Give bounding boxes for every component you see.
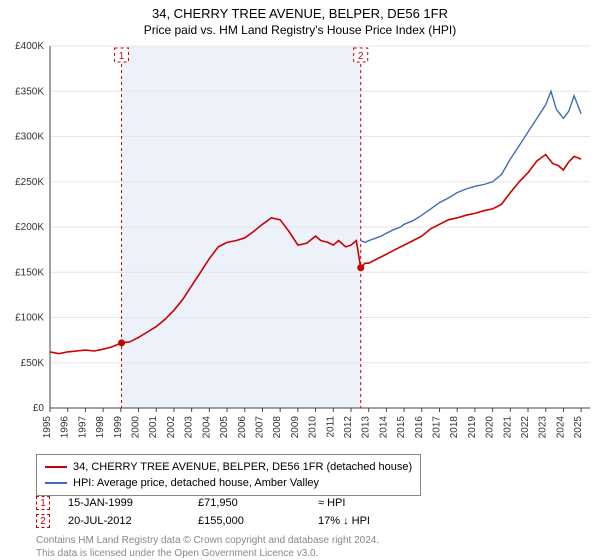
x-tick-label: 2002 — [166, 416, 177, 439]
series-hpi — [361, 91, 581, 242]
footer-line-1: Contains HM Land Registry data © Crown c… — [36, 534, 379, 547]
x-tick-label: 2021 — [502, 416, 513, 439]
x-tick-label: 2014 — [378, 416, 389, 439]
x-tick-label: 2020 — [485, 416, 496, 439]
x-tick-label: 2005 — [219, 416, 230, 439]
event-index-box: 1 — [36, 496, 50, 510]
footer-text: Contains HM Land Registry data © Crown c… — [36, 534, 379, 560]
x-tick-label: 2001 — [148, 416, 159, 439]
x-tick-label: 2012 — [343, 416, 354, 439]
x-tick-label: 2016 — [414, 416, 425, 439]
x-tick-label: 1995 — [42, 416, 53, 439]
x-tick-label: 2010 — [308, 416, 319, 439]
legend-swatch — [45, 482, 67, 484]
legend-row: HPI: Average price, detached house, Ambe… — [45, 475, 412, 491]
x-tick-label: 2019 — [467, 416, 478, 439]
y-tick-label: £50K — [21, 358, 45, 369]
chart-container: 34, CHERRY TREE AVENUE, BELPER, DE56 1FR… — [0, 0, 600, 560]
x-tick-label: 2023 — [538, 416, 549, 439]
footer-line-2: This data is licensed under the Open Gov… — [36, 547, 379, 560]
event-table-row: 2 20-JUL-2012£155,00017% ↓ HPI — [36, 512, 370, 530]
x-tick-label: 2003 — [184, 416, 195, 439]
event-date: 20-JUL-2012 — [68, 515, 198, 527]
x-tick-label: 2015 — [396, 416, 407, 439]
x-tick-label: 2018 — [449, 416, 460, 439]
x-tick-label: 2004 — [201, 416, 212, 439]
x-tick-label: 1997 — [77, 416, 88, 439]
y-tick-label: £350K — [15, 86, 44, 97]
x-tick-label: 1999 — [113, 416, 124, 439]
chart-svg: £0 £50K £100K £150K £200K £250K £300K £350K £400… — [0, 0, 600, 452]
x-tick-label: 2009 — [290, 416, 301, 439]
event-table-row: 1 15-JAN-1999£71,950≈ HPI — [36, 494, 370, 512]
y-tick-label: £100K — [15, 313, 44, 324]
x-tick-label: 2013 — [361, 416, 372, 439]
legend-swatch — [45, 466, 67, 468]
event-date: 15-JAN-1999 — [68, 497, 198, 509]
y-tick-label: £150K — [15, 267, 44, 278]
x-tick-label: 2000 — [131, 416, 142, 439]
legend-label: HPI: Average price, detached house, Ambe… — [73, 477, 319, 489]
event-marker-label: 1 — [119, 51, 125, 62]
x-tick-label: 2017 — [432, 416, 443, 439]
event-price: £71,950 — [198, 497, 318, 509]
legend-label: 34, CHERRY TREE AVENUE, BELPER, DE56 1FR… — [73, 461, 412, 473]
event-index-box: 2 — [36, 514, 50, 528]
x-tick-label: 2025 — [573, 416, 584, 439]
x-tick-label: 2008 — [272, 416, 283, 439]
x-tick-label: 1996 — [60, 416, 71, 439]
x-tick-label: 2007 — [254, 416, 265, 439]
event-delta: 17% ↓ HPI — [318, 515, 370, 527]
event-table: 1 15-JAN-1999£71,950≈ HPI 2 20-JUL-2012£155… — [36, 494, 370, 530]
legend: 34, CHERRY TREE AVENUE, BELPER, DE56 1FR… — [36, 454, 421, 496]
x-tick-label: 2006 — [237, 416, 248, 439]
y-tick-label: £200K — [15, 222, 44, 233]
x-tick-label: 1998 — [95, 416, 106, 439]
x-tick-label: 2011 — [325, 416, 336, 438]
event-marker-label: 2 — [358, 51, 364, 62]
x-tick-label: 2022 — [520, 416, 531, 439]
legend-row: 34, CHERRY TREE AVENUE, BELPER, DE56 1FR… — [45, 459, 412, 475]
event-price: £155,000 — [198, 515, 318, 527]
y-tick-label: £400K — [15, 41, 44, 52]
y-tick-label: £0 — [33, 403, 45, 414]
y-tick-label: £250K — [15, 177, 44, 188]
x-tick-label: 2024 — [555, 416, 566, 439]
event-delta: ≈ HPI — [318, 497, 370, 509]
y-tick-label: £300K — [15, 132, 44, 143]
